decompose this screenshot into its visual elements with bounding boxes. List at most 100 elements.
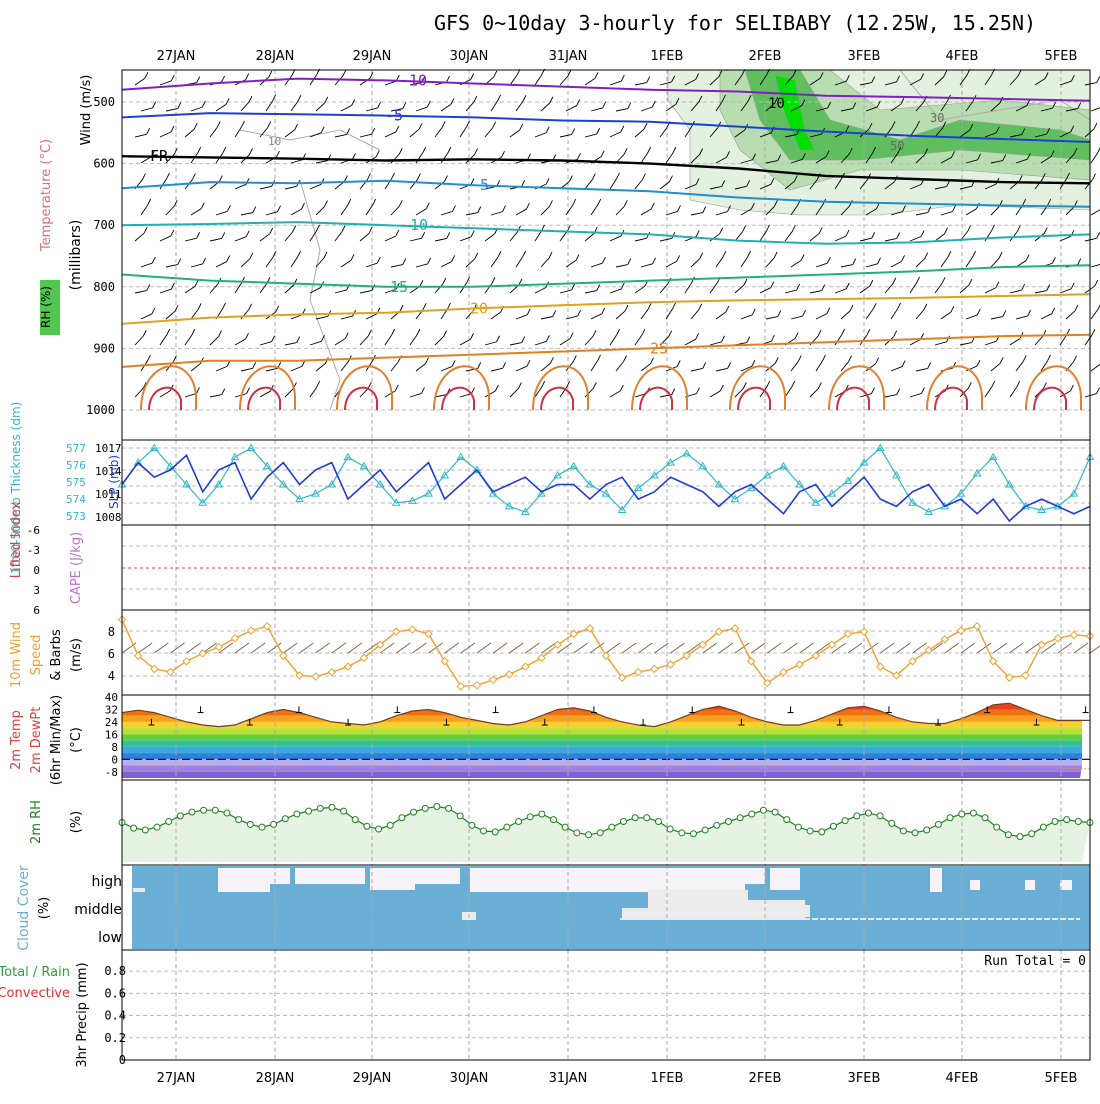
hot-isotherm-loop-9: [1033, 386, 1067, 411]
cloud-gap-4: [415, 868, 460, 884]
wind-barb: [984, 74, 992, 86]
warm-isotherm-loop-9: [1025, 365, 1082, 411]
warm-isotherm-loop-0: [140, 365, 197, 411]
wind-barb: [790, 260, 802, 268]
wind-barb-flag: [276, 150, 280, 158]
wind-barb: [940, 311, 952, 320]
wind-barb-flag: [770, 281, 775, 288]
wind-barb: [265, 211, 278, 216]
wind-barb-flag: [752, 153, 756, 160]
wind-barb: [709, 283, 718, 294]
wind-barb: [809, 232, 820, 242]
wind-barb: [609, 390, 621, 398]
wind-speed-marker-23: [488, 675, 498, 685]
wind-barb: [359, 232, 370, 242]
wind-barb: [1009, 134, 1022, 138]
wind-barb-flag: [143, 226, 148, 234]
wind-barb-flag: [470, 178, 475, 185]
wind-barb-flag: [422, 146, 427, 154]
wind-barb: [415, 152, 424, 164]
precip-tick-label-1: 0.6: [104, 986, 126, 1000]
rh-marker-23: [386, 821, 394, 829]
wind-barb-flag: [592, 382, 597, 389]
thickness-tick-label-3: 574: [66, 493, 86, 506]
cloud-axis-title: Cloud Cover: [16, 865, 32, 951]
surface-wind-barb: [202, 642, 217, 654]
wind-barb: [759, 287, 771, 294]
wind-barb-flag: [222, 146, 227, 154]
wind-barb: [384, 235, 397, 242]
wind-barb: [290, 159, 303, 164]
wind-barb-flag: [549, 96, 554, 104]
wind-barb-flag: [702, 362, 707, 369]
wind-barb-flag: [399, 304, 404, 312]
wind-barb: [615, 108, 628, 112]
wind-barb-flag: [719, 227, 724, 235]
wind-barb: [340, 361, 349, 372]
li-tick-label-4: 6: [33, 604, 40, 617]
wind-barb-flag: [699, 148, 703, 155]
wind-barb: [509, 129, 520, 138]
cloud-gap-12: [1025, 880, 1035, 890]
wind-barb: [659, 127, 668, 138]
wind-barb: [315, 363, 326, 372]
wind-barb: [1090, 264, 1100, 268]
wind-barb: [165, 264, 178, 268]
thickness-marker-36: [698, 461, 708, 470]
wind-barb-flag: [344, 332, 349, 339]
wind-barb-flag: [567, 69, 572, 77]
wind-barb: [559, 338, 571, 346]
wind-barb: [740, 100, 749, 112]
thickness-marker-41: [779, 461, 788, 470]
wind-barb: [1084, 393, 1097, 398]
wind-speed-marker-11: [295, 671, 304, 680]
precip-total-legend: Total / Rain: [0, 965, 70, 980]
wind-barb-flag: [650, 202, 655, 210]
wind-barb-flag: [941, 277, 946, 284]
wind-barb: [190, 208, 202, 216]
wind-barb-flag: [196, 387, 200, 394]
bottom-date-label-0: 27JAN: [157, 1071, 196, 1086]
wind-barb-flag: [871, 387, 875, 394]
wind-barb-flag: [521, 336, 526, 343]
hot-isotherm-loop-2: [344, 386, 378, 411]
wind-barb-flag: [719, 384, 724, 392]
wind-barb-flag: [671, 388, 676, 395]
rh-marker-16: [305, 807, 313, 815]
thickness-marker-32: [633, 483, 643, 492]
cloud-gap-3: [370, 868, 415, 890]
wind-barb: [584, 290, 597, 294]
wind-barb: [440, 261, 452, 268]
wind-barb: [284, 342, 297, 346]
wind-barb-flag: [371, 127, 376, 135]
wind-barb: [990, 160, 1003, 164]
wind-barb-flag: [421, 387, 425, 394]
wind-barb-flag: [323, 251, 328, 259]
wind-barb-flag: [1051, 307, 1056, 314]
rh-marker-21: [363, 822, 371, 830]
surface-wind-barb: [428, 642, 443, 654]
wind-barb-flag: [416, 328, 421, 336]
wind-barb-flag: [451, 255, 456, 262]
wind-barb-flag: [944, 227, 948, 234]
surface-wind-barb: [654, 642, 669, 654]
wind-barb-flag: [600, 150, 605, 157]
temp-tick-label-2: 24: [105, 716, 119, 729]
wind-barb-flag: [446, 75, 451, 83]
rh-contour-label-3: 10: [268, 135, 281, 148]
wind-barb-flag: [221, 75, 226, 83]
wind-barb: [909, 393, 922, 398]
wind-speed-marker-56: [1021, 671, 1030, 680]
wind-barb-flag: [969, 123, 974, 131]
rh-marker-46: [654, 818, 662, 826]
wind-barb-flag: [725, 305, 730, 313]
wind-speed-marker-45: [843, 629, 853, 639]
wind-speed-marker-14: [343, 662, 353, 671]
rh-marker-15: [293, 810, 301, 818]
wind-barb: [790, 315, 803, 320]
wind-barb-flag: [518, 278, 523, 286]
wind-barb-flag: [447, 146, 452, 154]
wind-barb: [540, 257, 550, 268]
pressure-axis-title: (millibars): [68, 220, 84, 291]
wind-barb: [290, 208, 302, 216]
